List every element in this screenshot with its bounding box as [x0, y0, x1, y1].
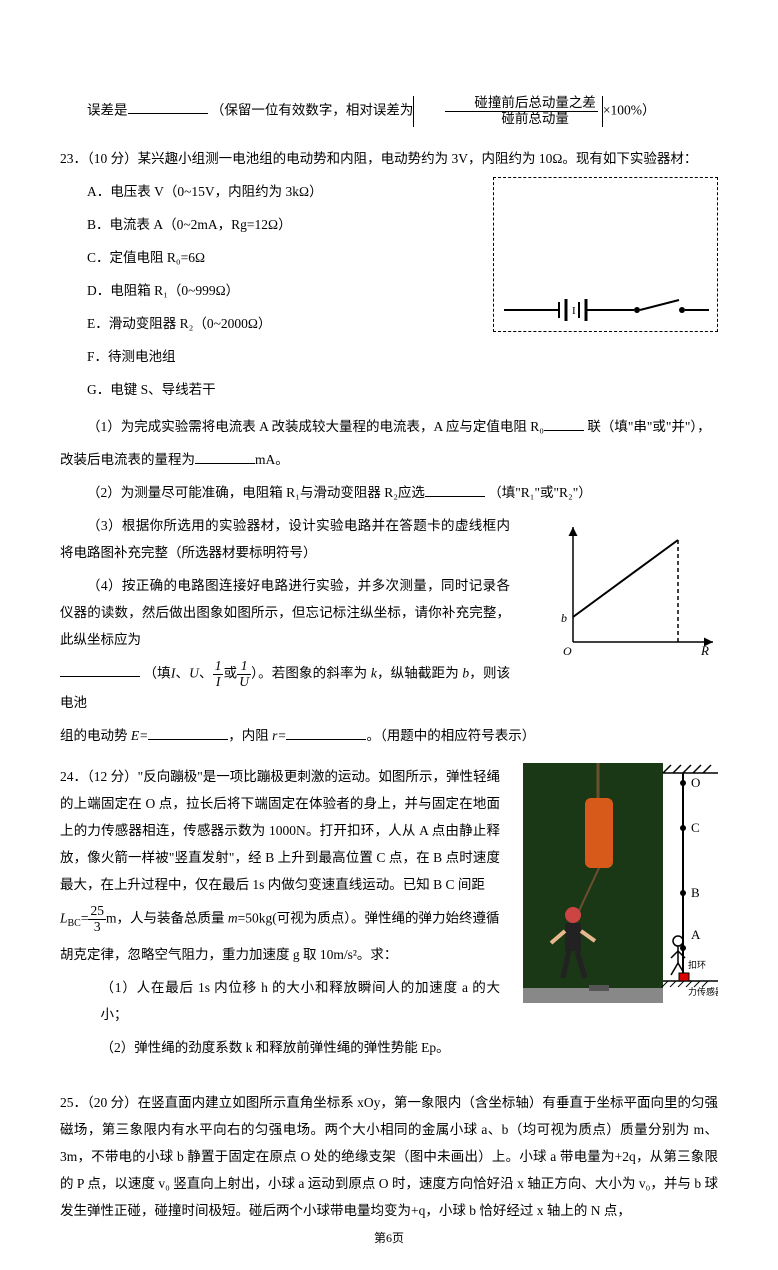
- svg-text:O: O: [691, 775, 700, 790]
- n: 1: [213, 659, 224, 675]
- frac-den: 碰前总动量: [445, 112, 598, 127]
- q24: 24．（12 分）"反向蹦极"是一项比蹦极更刺激的运动。如图所示，弹性轻绳的上端…: [60, 763, 718, 1061]
- blank: [425, 482, 485, 497]
- q24-d: 胡克定律，忽略空气阻力，重力加速度 g 取 10m/s²。求：: [60, 941, 500, 968]
- q23-e: E．滑动变阻器 R₂（0~2000Ω）: [87, 310, 467, 337]
- q23-p3: （3）根据你所选用的实验器材，设计实验电路并在答题卡的虚线框内将电路图补充完整（…: [60, 512, 510, 566]
- s: m: [228, 911, 238, 926]
- q23-p1: （1）为完成实验需将电流表 A 改装成较大量程的电流表，A 应与定值电阻 R₀ …: [60, 413, 718, 440]
- t: ，内阻: [228, 728, 269, 743]
- blank: [128, 100, 208, 115]
- blank: [60, 663, 140, 678]
- blank: [195, 449, 255, 464]
- t: 改装后电流表的量程为: [60, 452, 195, 467]
- q23-p4: （4）按正确的电路图连接好电路进行实验，并多次测量，同时记录各仪器的读数，然后做…: [60, 572, 510, 653]
- svg-text:A: A: [691, 927, 701, 942]
- s: L: [60, 911, 68, 926]
- t: 组的电动势: [60, 728, 128, 743]
- axis-r: R: [700, 643, 709, 657]
- svg-text:力传感器: 力传感器: [688, 986, 718, 997]
- t: 或: [223, 665, 237, 680]
- q23-a: A．电压表 V（0~15V，内阻约为 3kΩ）: [87, 178, 467, 205]
- bungee-icon: O C B A 扣环 力传感器: [523, 763, 718, 1003]
- q23-p4line: （填I、U、1I或1U）。若图象的斜率为 k，纵轴截距为 b，则该电池: [60, 659, 510, 717]
- q23-p34: （3）根据你所选用的实验器材，设计实验电路并在答题卡的虚线框内将电路图补充完整（…: [60, 512, 718, 750]
- svg-text:B: B: [691, 885, 700, 900]
- svg-text:扣环: 扣环: [688, 959, 706, 970]
- axis-b: b: [561, 611, 567, 625]
- q23-p2: （2）为测量尽可能准确，电阻箱 R₁与滑动变阻器 R₂应选 （填"R₁"或"R₂…: [60, 479, 718, 506]
- svg-text:I: I: [572, 305, 576, 317]
- intro-note2: ×100%）: [603, 102, 656, 117]
- intro-pre: 误差是: [87, 102, 128, 117]
- sym: U: [189, 665, 199, 680]
- q23-p4last: 组的电动势 E= ，内阻 r= 。（用题中的相应符号表示）: [60, 722, 718, 749]
- svg-text:O: O: [563, 644, 572, 657]
- q24-figure: O C B A 扣环 力传感器: [523, 763, 718, 1003]
- dashed-circuit-box: I: [493, 177, 718, 332]
- q23-g: G．电键 S、导线若干: [87, 376, 467, 403]
- intro-note1: （保留一位有效数字，相对误差为: [211, 102, 414, 117]
- q23-c: C．定值电阻 R₀=6Ω: [87, 244, 467, 271]
- d: I: [213, 675, 224, 690]
- graph-icon: b R O: [553, 522, 718, 657]
- q24-q1: （1）人在最后 1s 内位移 h 的大小和释放瞬间人的加速度 a 的大小；: [60, 974, 500, 1028]
- blank: [286, 726, 366, 741]
- n: 25: [88, 904, 106, 920]
- t: =50kg(可视为质点）。弹性绳的弹力始终遵循: [238, 911, 500, 926]
- sym: r=: [272, 728, 286, 743]
- q23-stem: 23．（10 分）某兴趣小组测一电池组的电动势和内阻，电动势约为 3V，内阻约为…: [60, 145, 718, 172]
- t: （填: [144, 665, 171, 680]
- t: ，纵轴截距为: [377, 665, 459, 680]
- t: （填"R₁"或"R₂"）: [488, 485, 591, 500]
- circuit-icon: I: [504, 295, 709, 325]
- blank: [544, 416, 584, 431]
- sym: E=: [131, 728, 148, 743]
- svg-text:C: C: [691, 820, 700, 835]
- q24-stem: 24．（12 分）"反向蹦极"是一项比蹦极更刺激的运动。如图所示，弹性轻绳的上端…: [60, 763, 500, 898]
- blank: [148, 726, 228, 741]
- d: U: [237, 675, 251, 690]
- q23-d: D．电阻箱 R₁（0~999Ω）: [87, 277, 467, 304]
- q23-p1c: 改装后电流表的量程为 mA。: [60, 446, 718, 473]
- q23-f: F．待测电池组: [87, 343, 467, 370]
- s: BC: [68, 919, 81, 930]
- t: mA。: [255, 452, 289, 467]
- q25: 25．（20 分）在竖直面内建立如图所示直角坐标系 xOy，第一象限内（含坐标轴…: [60, 1089, 718, 1224]
- q24-q2: （2）弹性绳的劲度系数 k 和释放前弹性绳的弹性势能 Ep。: [60, 1034, 500, 1061]
- t: 。（用题中的相应符号表示）: [366, 728, 535, 743]
- page: 误差是 （保留一位有效数字，相对误差为碰撞前后总动量之差碰前总动量×100%） …: [0, 0, 778, 1270]
- t: m，人与装备总质量: [106, 911, 225, 926]
- q24-lbc: LBC=253m，人与装备总质量 m=50kg(可视为质点）。弹性绳的弹力始终遵…: [60, 904, 500, 935]
- frac-num: 碰撞前后总动量之差: [445, 96, 598, 112]
- abs-fraction: 碰撞前后总动量之差碰前总动量: [413, 96, 603, 127]
- s: =: [81, 911, 89, 926]
- d: 3: [88, 920, 106, 935]
- t: 联（填"串"或"并"），: [587, 419, 710, 434]
- intro-line: 误差是 （保留一位有效数字，相对误差为碰撞前后总动量之差碰前总动量×100%）: [60, 96, 718, 127]
- q23-b: B．电流表 A（0~2mA，Rg=12Ω）: [87, 211, 467, 238]
- t: （1）为完成实验需将电流表 A 改装成较大量程的电流表，A 应与定值电阻 R₀: [87, 419, 544, 434]
- t: ）。若图象的斜率为: [251, 665, 367, 680]
- t: （2）为测量尽可能准确，电阻箱 R₁与滑动变阻器 R₂应选: [87, 485, 425, 500]
- sym: I: [171, 665, 176, 680]
- q23: 23．（10 分）某兴趣小组测一电池组的电动势和内阻，电动势约为 3V，内阻约为…: [60, 145, 718, 403]
- q23-list: A．电压表 V（0~15V，内阻约为 3kΩ） B．电流表 A（0~2mA，Rg…: [60, 178, 467, 403]
- n: 1: [237, 659, 251, 675]
- page-footer: 第6页: [0, 1226, 778, 1250]
